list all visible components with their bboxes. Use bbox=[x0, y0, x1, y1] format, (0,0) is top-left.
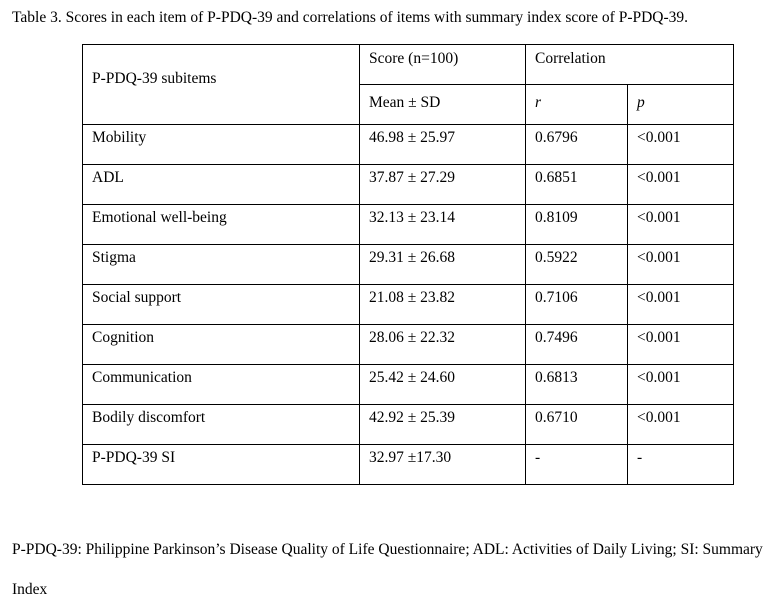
table-caption: Table 3. Scores in each item of P-PDQ-39… bbox=[12, 9, 689, 26]
cell-subitem: Mobility bbox=[82, 124, 360, 165]
header-mean-sd: Mean ± SD bbox=[359, 84, 526, 125]
cell-score: 32.97 ±17.30 bbox=[359, 444, 526, 485]
table-row: Cognition 28.06 ± 22.32 0.7496 <0.001 bbox=[82, 324, 734, 365]
table-row: Social support 21.08 ± 23.82 0.7106 <0.001 bbox=[82, 284, 734, 325]
cell-p: <0.001 bbox=[627, 124, 734, 165]
header-row-2: Mean ± SD r p bbox=[83, 84, 734, 125]
cell-r: 0.7106 bbox=[525, 284, 628, 325]
cell-score: 37.87 ± 27.29 bbox=[359, 164, 526, 205]
cell-score: 25.42 ± 24.60 bbox=[359, 364, 526, 405]
cell-subitem: P-PDQ-39 SI bbox=[82, 444, 360, 485]
table-row: Communication 25.42 ± 24.60 0.6813 <0.001 bbox=[82, 364, 734, 405]
header-subitems: P-PDQ-39 subitems bbox=[82, 44, 360, 125]
header-p: p bbox=[627, 84, 734, 125]
cell-score: 21.08 ± 23.82 bbox=[359, 284, 526, 325]
cell-p: <0.001 bbox=[627, 244, 734, 285]
cell-score: 42.92 ± 25.39 bbox=[359, 404, 526, 445]
cell-subitem: Communication bbox=[82, 364, 360, 405]
cell-r: 0.6796 bbox=[525, 124, 628, 165]
cell-p: <0.001 bbox=[627, 324, 734, 365]
cell-p: <0.001 bbox=[627, 164, 734, 205]
cell-subitem: Stigma bbox=[82, 244, 360, 285]
cell-p: <0.001 bbox=[627, 404, 734, 445]
cell-r: 0.7496 bbox=[525, 324, 628, 365]
cell-p: <0.001 bbox=[627, 284, 734, 325]
cell-r: - bbox=[525, 444, 628, 485]
table-row: Stigma 29.31 ± 26.68 0.5922 <0.001 bbox=[82, 244, 734, 285]
cell-score: 28.06 ± 22.32 bbox=[359, 324, 526, 365]
table-body: P-PDQ-39 subitems Score (n=100) Correlat… bbox=[82, 44, 734, 485]
cell-subitem: Cognition bbox=[82, 324, 360, 365]
cell-subitem: ADL bbox=[82, 164, 360, 205]
table-row: Mobility 46.98 ± 25.97 0.6796 <0.001 bbox=[82, 124, 734, 165]
header-r: r bbox=[525, 84, 628, 125]
cell-subitem: Social support bbox=[82, 284, 360, 325]
cell-p: - bbox=[627, 444, 734, 485]
cell-p: <0.001 bbox=[627, 364, 734, 405]
table-row: P-PDQ-39 SI 32.97 ±17.30- - bbox=[82, 444, 734, 485]
table-footnote: P-PDQ-39: Philippine Parkinson’s Disease… bbox=[12, 541, 763, 598]
header-score: Score (n=100) bbox=[359, 44, 526, 85]
table-row: Emotional well-being 32.13 ± 23.14 0.8109 <… bbox=[82, 204, 734, 245]
header-row-1: P-PDQ-39 subitems Score (n=100) Correlat… bbox=[82, 44, 734, 125]
cell-r: 0.8109 bbox=[525, 204, 628, 245]
cell-r: 0.6851 bbox=[525, 164, 628, 205]
table-row: ADL 37.87 ± 27.29 0.6851 <0.001 bbox=[82, 164, 734, 205]
header-correlation: Correlation bbox=[525, 44, 734, 85]
scores-table: P-PDQ-39 subitems Score (n=100) Correlat… bbox=[82, 44, 734, 485]
cell-score: 32.13 ± 23.14 bbox=[359, 204, 526, 245]
cell-score: 29.31 ± 26.68 bbox=[359, 244, 526, 285]
cell-r: 0.5922 bbox=[525, 244, 628, 285]
cell-subitem: Emotional well-being bbox=[82, 204, 360, 245]
table-row: Bodily discomfort 42.92 ± 25.39 0.6710 <0.0… bbox=[82, 404, 734, 445]
cell-r: 0.6710 bbox=[525, 404, 628, 445]
cell-subitem: Bodily discomfort bbox=[82, 404, 360, 445]
cell-score: 46.98 ± 25.97 bbox=[359, 124, 526, 165]
cell-p: <0.001 bbox=[627, 204, 734, 245]
cell-r: 0.6813 bbox=[525, 364, 628, 405]
